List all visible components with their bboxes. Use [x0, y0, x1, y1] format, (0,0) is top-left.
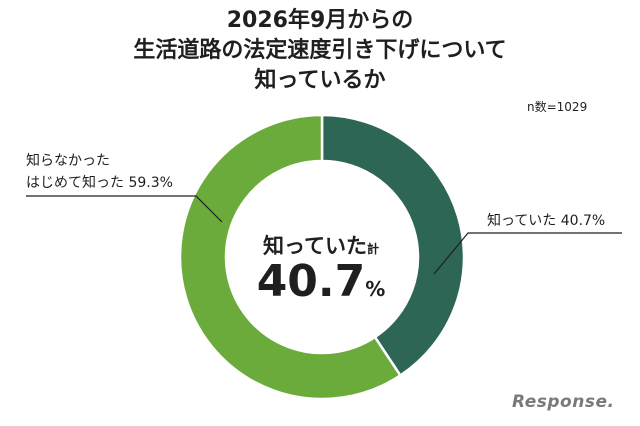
slice-known: [320, 113, 466, 378]
center-value-unit: %: [365, 277, 386, 301]
center-label: 知っていた計: [226, 230, 416, 260]
slice-label-known: 知っていた 40.7%: [487, 213, 606, 229]
leader-line-unknown: [26, 195, 223, 223]
chart-title-line-1: 2026年9月からの: [226, 8, 414, 33]
center-value: 40.7%: [226, 256, 416, 307]
slice-label-unknown-line-1: 知らなかった: [26, 153, 110, 169]
chart-title-line-3: 知っているか: [254, 68, 386, 93]
leader-line-known: [433, 232, 622, 275]
chart-title: 2026年9月からの 生活道路の法定速度引き下げについて 知っているか: [0, 6, 640, 96]
slice-label-unknown-line-2: はじめて知った 59.3%: [26, 175, 173, 191]
slice-unknown: [178, 113, 403, 401]
slice-label-unknown: 知らなかった はじめて知った 59.3%: [26, 150, 173, 194]
center-value-number: 40.7: [256, 256, 366, 307]
center-label-suffix: 計: [366, 242, 379, 256]
watermark-logo: Response.: [512, 392, 615, 412]
sample-size-note: n数=1029: [527, 100, 588, 114]
chart-title-line-2: 生活道路の法定速度引き下げについて: [133, 38, 507, 63]
center-label-text: 知っていた: [263, 234, 367, 258]
